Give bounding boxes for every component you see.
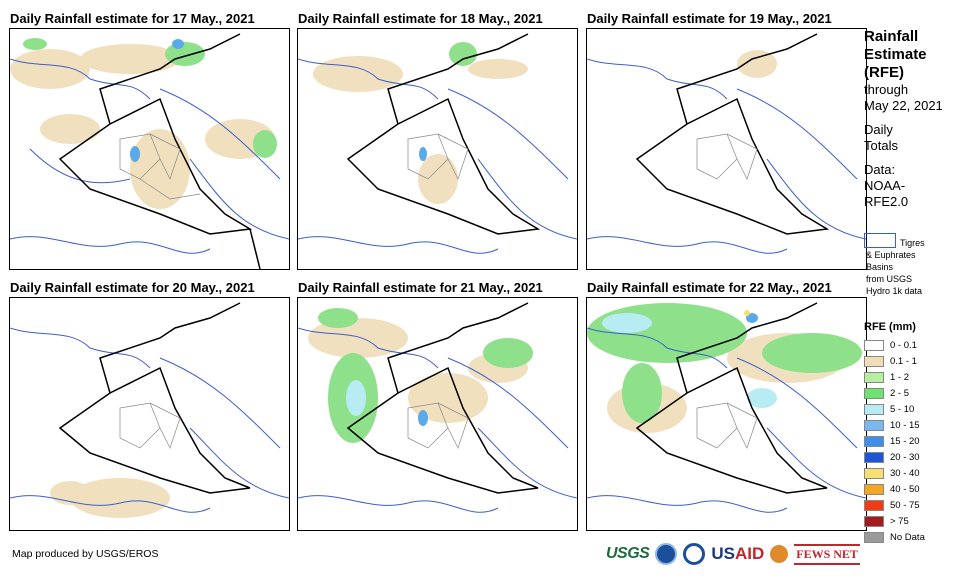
legend-item: 30 - 40 — [864, 465, 925, 481]
partner-logos: USGS USAID FEWS NET — [606, 540, 860, 568]
legend-item: 20 - 30 — [864, 449, 925, 465]
legend-label: 5 - 10 — [890, 403, 915, 415]
basin-legend-text: Tigres & Euphrates Basins from USGS Hydr… — [866, 237, 966, 297]
legend-item: No Data — [864, 529, 925, 545]
usgs-logo: USGS — [606, 545, 650, 562]
legend-label: 0 - 0.1 — [890, 339, 917, 351]
basin-line: Tigres — [900, 238, 925, 248]
fews-mark-icon — [770, 545, 789, 563]
rfe-title-line: Rainfall — [864, 28, 919, 45]
legend-item: 40 - 50 — [864, 481, 925, 497]
legend-swatch — [864, 387, 884, 399]
legend-rows: 0 - 0.1 0.1 - 1 1 - 2 2 - 5 5 - 10 10 - 15 15 … — [864, 337, 925, 545]
daily-totals: Daily Totals — [864, 122, 964, 154]
legend-label: 15 - 20 — [890, 435, 920, 447]
rfe-legend: RFE (mm) 0 - 0.1 0.1 - 1 1 - 2 2 - 5 5 - 10 1… — [864, 321, 925, 545]
panel-title-18: Daily Rainfall estimate for 18 May., 202… — [298, 11, 543, 26]
legend-item: > 75 — [864, 513, 925, 529]
legend-swatch — [864, 483, 884, 495]
rainfall-map-19 — [586, 28, 867, 270]
through-label: through — [864, 82, 909, 97]
legend-swatch — [864, 419, 884, 431]
legend-label: 0.1 - 1 — [890, 355, 917, 367]
legend-item: 0.1 - 1 — [864, 353, 925, 369]
legend-swatch — [864, 355, 884, 367]
data-source: Data: NOAA- RFE2.0 — [864, 162, 964, 210]
legend-swatch — [864, 435, 884, 447]
legend-item: 2 - 5 — [864, 385, 925, 401]
through-date: May 22, 2021 — [864, 98, 943, 113]
noaa-logo-icon — [655, 543, 678, 565]
rainfall-map-21 — [297, 297, 578, 531]
rfe-title-line: (RFE) — [864, 64, 904, 81]
usaid-us: US — [711, 544, 735, 563]
legend-item: 50 - 75 — [864, 497, 925, 513]
panel-title-21: Daily Rainfall estimate for 21 May., 202… — [298, 280, 543, 295]
legend-title: RFE (mm) — [864, 321, 916, 333]
usaid-logo: USAID — [711, 544, 764, 564]
basin-legend-swatch — [864, 233, 896, 248]
legend-swatch — [864, 467, 884, 479]
legend-label: 1 - 2 — [890, 371, 910, 383]
data-line: RFE2.0 — [864, 194, 909, 209]
usaid-aid: AID — [734, 544, 765, 563]
legend-swatch — [864, 515, 884, 527]
data-line: Data: — [864, 162, 896, 177]
legend-swatch — [864, 499, 884, 511]
fews-net-logo: FEWS NET — [794, 543, 860, 565]
legend-item: 5 - 10 — [864, 401, 925, 417]
daily-line: Totals — [864, 138, 898, 153]
legend-item: 1 - 2 — [864, 369, 925, 385]
legend-label: > 75 — [890, 515, 909, 527]
panel-title-17: Daily Rainfall estimate for 17 May., 202… — [10, 11, 255, 26]
legend-label: 2 - 5 — [890, 387, 910, 399]
panel-title-22: Daily Rainfall estimate for 22 May., 202… — [587, 280, 832, 295]
basin-line: Hydro 1k data — [866, 286, 923, 296]
rainfall-map-18 — [297, 28, 578, 270]
basin-line: & Euphrates — [866, 250, 916, 260]
legend-label: 50 - 75 — [890, 499, 920, 511]
rfe-title: Rainfall Estimate (RFE) — [864, 28, 964, 82]
map-credit: Map produced by USGS/EROS — [12, 548, 159, 560]
legend-label: No Data — [890, 531, 925, 543]
daily-line: Daily — [864, 122, 893, 137]
rainfall-map-17 — [9, 28, 290, 270]
legend-swatch — [864, 451, 884, 463]
legend-swatch — [864, 403, 884, 415]
basin-line: from USGS — [866, 274, 913, 284]
legend-swatch — [864, 531, 884, 543]
data-line: NOAA- — [864, 178, 906, 193]
legend-swatch — [864, 339, 884, 351]
rainfall-map-22 — [586, 297, 867, 531]
legend-item: 15 - 20 — [864, 433, 925, 449]
legend-swatch — [864, 371, 884, 383]
rfe-title-line: Estimate — [864, 46, 927, 63]
legend-label: 40 - 50 — [890, 483, 920, 495]
legend-label: 20 - 30 — [890, 451, 920, 463]
sidebar-info: Rainfall Estimate (RFE) through May 22, … — [864, 28, 964, 210]
panel-title-20: Daily Rainfall estimate for 20 May., 202… — [10, 280, 255, 295]
legend-label: 10 - 15 — [890, 419, 920, 431]
legend-item: 0 - 0.1 — [864, 337, 925, 353]
admin-boundaries — [119, 133, 201, 200]
basin-line: Basins — [866, 262, 894, 272]
rainfall-shading — [10, 44, 275, 209]
basin-boundaries — [10, 58, 289, 254]
rainfall-map-20 — [9, 297, 290, 531]
agency-seal-icon — [683, 543, 706, 565]
legend-item: 10 - 15 — [864, 417, 925, 433]
country-borders — [58, 33, 261, 269]
legend-label: 30 - 40 — [890, 467, 920, 479]
panel-title-19: Daily Rainfall estimate for 19 May., 202… — [587, 11, 832, 26]
